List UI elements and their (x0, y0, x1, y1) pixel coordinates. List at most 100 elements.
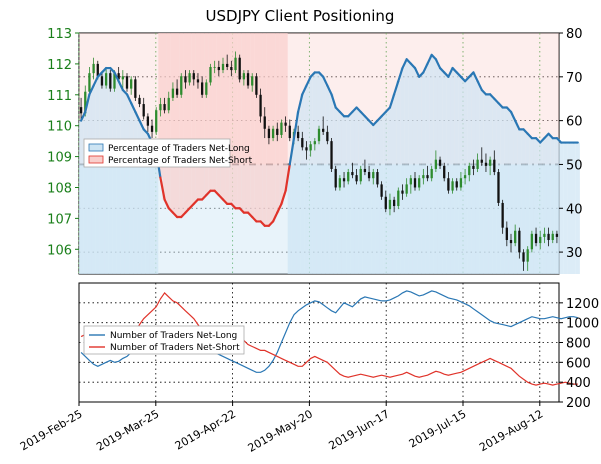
net-long-fill-band (120, 89, 125, 274)
candle-body (514, 230, 517, 244)
candle-body (522, 252, 525, 262)
net-long-fill-band (354, 107, 359, 274)
net-long-fill-band (488, 94, 493, 274)
right-tick-label: 40 (566, 202, 583, 217)
net-short-fill-band (187, 33, 192, 209)
bottom-right-tick-label: 1200 (566, 297, 599, 312)
candle-body (418, 178, 421, 188)
candle-body (188, 73, 191, 83)
left-tick-label: 106 (47, 243, 72, 258)
net-short-fill-band (179, 33, 184, 218)
net-long-fill-band (525, 133, 530, 274)
candle-body (226, 63, 229, 67)
candle-body (451, 181, 454, 191)
candle-body (459, 178, 463, 188)
candle-body (397, 190, 400, 207)
candle-body (301, 138, 304, 148)
candle-body (130, 79, 133, 89)
candle-body (380, 184, 383, 197)
net-long-fill-band (362, 116, 367, 274)
percent-line-segment (305, 75, 312, 87)
net-long-fill-band (517, 129, 522, 274)
percent-line-segment (159, 176, 166, 201)
legend-label-traders-net-long: Number of Traders Net-Long (110, 331, 237, 341)
net-long-fill-band (149, 142, 155, 274)
candle-body (263, 116, 266, 129)
net-long-fill-band (358, 111, 363, 274)
candle-body (355, 175, 358, 182)
candle-body (134, 79, 137, 98)
candle-body (509, 240, 513, 244)
percent-line-segment (92, 75, 99, 87)
candle-body (96, 63, 99, 77)
percent-line-segment (163, 198, 170, 210)
net-long-fill-band (333, 107, 338, 274)
candle-body (121, 76, 124, 80)
net-short-fill-band (279, 33, 284, 204)
percent-line-segment (84, 93, 91, 113)
net-long-fill-band (104, 68, 109, 275)
candle-body (493, 159, 496, 173)
candle-body (480, 159, 483, 163)
net-long-fill-band (316, 72, 322, 274)
net-short-fill-band (237, 33, 242, 209)
net-long-fill-band (483, 94, 489, 274)
percent-line-segment (422, 62, 429, 74)
net-long-fill-band (321, 76, 326, 275)
left-tick-label: 107 (47, 212, 72, 227)
legend-swatch-net-long (88, 143, 104, 152)
net-short-fill-band (258, 33, 263, 222)
candle-body (175, 88, 179, 95)
x-tick-label: 2019-Feb-25 (18, 407, 85, 453)
net-long-fill-band (137, 120, 142, 275)
net-short-fill-band (220, 33, 226, 200)
net-long-fill-band (575, 142, 580, 274)
net-long-fill-band (454, 72, 459, 274)
candle-body (342, 178, 346, 182)
candle-body (221, 63, 225, 71)
net-long-fill-band (291, 138, 297, 274)
net-long-fill-band (79, 120, 84, 275)
candle-body (347, 172, 350, 182)
candle-body (184, 76, 187, 83)
net-long-fill-band (554, 138, 559, 274)
net-long-fill-band (367, 120, 372, 275)
net-long-fill-band (133, 111, 138, 274)
net-short-fill-band (204, 33, 209, 196)
net-long-fill-band (571, 142, 576, 274)
percent-line-segment (509, 110, 517, 122)
net-long-fill-band (296, 111, 301, 274)
candle-body (276, 128, 279, 135)
net-long-fill-band (508, 111, 514, 274)
left-tick-label: 111 (47, 89, 72, 104)
candle-body (213, 66, 216, 68)
percent-line-segment (271, 211, 279, 223)
candle-body (171, 88, 175, 98)
x-tick-label: 2019-Jul-15 (407, 407, 469, 450)
net-short-fill-band (183, 33, 188, 213)
candle-body (330, 141, 333, 169)
candle-body (447, 178, 450, 191)
percent-line-segment (297, 93, 304, 113)
candle-body (142, 104, 145, 117)
candle-body (313, 141, 316, 145)
percent-line-segment (434, 58, 442, 70)
candle-body (271, 128, 275, 139)
percent-line-segment (301, 84, 308, 96)
candle-body (534, 233, 538, 244)
x-tick-label: 2019-Apr-22 (173, 407, 238, 452)
bottom-legend: Number of Traders Net-Long Number of Tra… (83, 325, 245, 355)
net-long-fill-band (392, 94, 397, 274)
candle-body (79, 107, 83, 114)
candle-body (455, 181, 458, 188)
candle-body (150, 125, 154, 132)
net-long-fill-band (154, 151, 159, 274)
candle-body (146, 116, 150, 126)
net-short-fill-band (254, 33, 259, 222)
net-short-fill-band (212, 33, 217, 191)
candle-body (100, 76, 104, 86)
candle-body (259, 94, 262, 117)
candle-body (109, 73, 112, 89)
left-tick-label: 109 (47, 151, 72, 166)
x-tick-label: 2019-Jun-17 (327, 407, 392, 452)
